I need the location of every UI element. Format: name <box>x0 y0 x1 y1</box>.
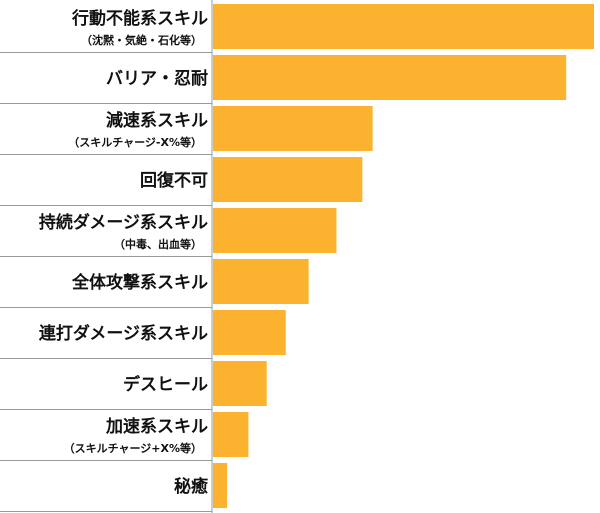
category-label-2: 減速系スキル <box>106 110 208 131</box>
bar-2 <box>213 106 373 151</box>
category-label-1: バリア・忍耐 <box>106 68 208 89</box>
category-label-5: 全体攻撃系スキル <box>71 272 208 293</box>
category-sublabel-8: （スキルチャージ+X%等） <box>64 441 202 455</box>
category-label-6: 連打ダメージ系スキル <box>39 323 208 344</box>
bar-5 <box>213 259 309 304</box>
category-label-7: デスヒール <box>123 374 208 395</box>
bar-4 <box>213 208 337 253</box>
bars-group <box>213 4 594 508</box>
category-label-9: 秘癒 <box>174 476 208 497</box>
bar-8 <box>213 412 249 457</box>
category-sublabel-4: （中毒、出血等） <box>114 237 202 251</box>
bar-9 <box>213 463 228 508</box>
bar-6 <box>213 310 286 355</box>
bar-7 <box>213 361 267 406</box>
category-sublabel-0: （沈黙・気絶・石化等） <box>81 33 202 47</box>
bar-0 <box>213 4 594 49</box>
bar-1 <box>213 55 567 100</box>
category-label-0: 行動不能系スキル <box>71 8 208 29</box>
category-label-8: 加速系スキル <box>105 416 208 437</box>
category-label-4: 持続ダメージ系スキル <box>39 212 208 233</box>
category-sublabel-2: （スキルチャージ-X%等） <box>68 135 202 149</box>
bar-3 <box>213 157 363 202</box>
category-label-3: 回復不可 <box>140 170 208 191</box>
